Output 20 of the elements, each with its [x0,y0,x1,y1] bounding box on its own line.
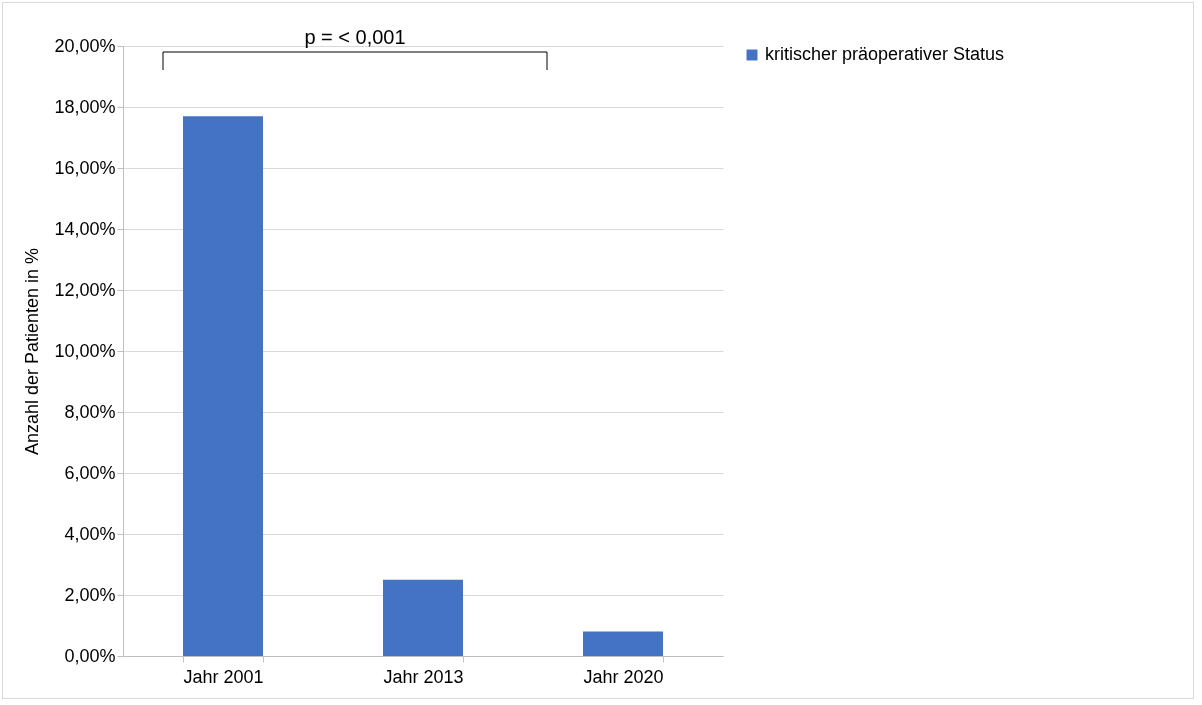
bar [583,631,663,656]
y-tick-label: 20,00% [54,35,116,56]
y-tick-label: 4,00% [64,523,116,544]
x-tick-label: Jahr 2013 [383,666,464,687]
y-tick-label: 12,00% [54,279,116,300]
y-tick-label: 8,00% [64,401,116,422]
y-tick-label: 0,00% [64,645,116,666]
x-tick-label: Jahr 2001 [183,666,264,687]
legend-label: kritischer präoperativer Status [765,44,1005,64]
y-tick-label: 2,00% [64,584,116,605]
x-tick-label: Jahr 2020 [583,666,664,687]
y-tick-label: 10,00% [54,340,116,361]
y-tick-label: 14,00% [54,218,116,239]
bar [183,116,263,656]
y-tick-label: 18,00% [54,96,116,117]
annotation: p = < 0,001 [304,26,406,48]
bar [383,579,463,656]
y-tick-label: 16,00% [54,157,116,178]
y-tick-label: 6,00% [64,462,116,483]
y-axis-title: Anzahl der Patienten in % [22,247,43,456]
